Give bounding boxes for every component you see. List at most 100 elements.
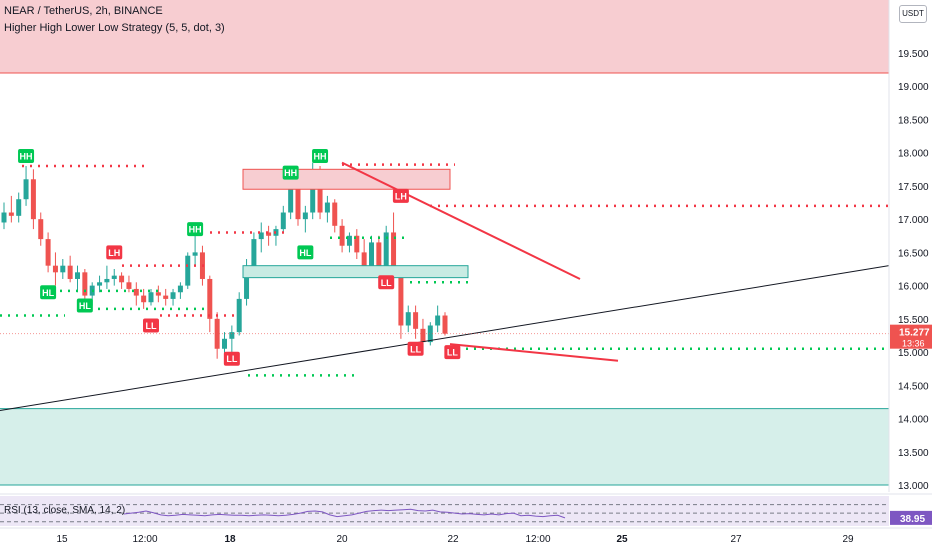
pivot-label: HH [284,168,297,178]
x-tick-label: 12:00 [132,534,157,545]
pivot-label: LL [146,321,157,331]
y-tick-label: 17.500 [898,182,929,193]
candle-body [280,212,286,230]
candle-body [23,179,29,200]
rising-trendline [0,265,890,412]
candle-body [391,232,397,273]
candle-body [207,278,213,319]
candle-body [288,185,294,213]
x-tick-label: 25 [616,534,628,545]
candle-body [60,265,66,273]
candle-body [369,242,374,266]
y-tick-label: 13.500 [898,448,929,459]
y-tick-label: 18.500 [898,115,929,126]
price-axis-bg [890,0,932,550]
x-tick-label: 20 [336,534,348,545]
candle-body [111,275,117,279]
x-tick-label: 12:00 [525,534,550,545]
price-tag-countdown: 13:36 [902,339,925,349]
candle-body [413,312,419,329]
candle-body [302,212,308,220]
candle-body [75,272,80,279]
candle-body [236,298,242,333]
y-tick-label: 16.000 [898,282,929,293]
pivot-label-box [444,345,461,360]
pivot-label-box [407,341,424,356]
candle-body [442,315,448,334]
candle-body [1,212,7,223]
rsi-value-box [890,510,932,525]
pivot-label: LH [108,248,120,258]
y-tick-label: 14.500 [898,381,929,392]
candle-body [405,312,411,326]
candle-body [133,288,139,296]
y-tick-label: 15.500 [898,315,929,326]
y-tick-label: 18.000 [898,149,929,160]
candle-body [324,202,330,213]
pivot-label-box [187,222,204,237]
candle-body [244,265,250,299]
pivot-label-box [106,245,123,260]
candle-body [177,285,183,293]
pivot-label-box [392,188,409,203]
candle-body [67,265,73,279]
y-tick-label: 19.000 [898,82,929,93]
candle-body [398,272,404,326]
candle-body [155,292,161,296]
candle-body [82,272,88,296]
candle-body [229,332,235,339]
pivot-label: LL [226,354,237,364]
rsi-line [123,508,566,519]
pivot-label-box [378,275,395,290]
pivot-label: LL [447,348,458,358]
candle-body [119,275,125,283]
candle-body [214,318,220,349]
x-tick-label: 15 [56,534,68,545]
pivot-label: LH [395,191,407,201]
candle-body [346,235,352,246]
candle-body [163,295,169,299]
candle-body [339,225,345,246]
pivot-label-box [282,165,299,180]
rsi-value: 38.95 [900,514,925,525]
pivot-label-box [18,149,35,164]
y-tick-label: 14.000 [898,415,929,426]
candle-body [383,232,389,273]
pivot-label-box [297,245,314,260]
resistance-zone [0,0,889,73]
candle-body [266,232,272,236]
symbol-title[interactable]: NEAR / TetherUS, 2h, BINANCE [4,5,163,17]
x-tick-label: 29 [842,534,854,545]
y-tick-label: 15.000 [898,348,929,359]
currency-button[interactable]: USDT [899,5,927,23]
x-tick-label: 27 [730,534,742,545]
pivot-label: LL [381,278,392,288]
falling-trendline [341,161,581,280]
supply-box [242,168,451,190]
candle-body [148,292,154,303]
lower-channel-line [449,343,619,362]
candle-body [104,278,110,283]
pivot-label: HL [79,301,91,311]
candle-body [16,199,22,216]
rsi-legend[interactable]: RSI (13, close, SMA, 14, 2) [4,505,126,516]
candle-body [354,235,360,253]
pivot-label-box [76,298,93,313]
candle-body [126,282,132,289]
candle-body [45,239,51,266]
y-tick-label: 13.000 [898,481,929,492]
candle-body [376,242,382,273]
candle-body [38,219,44,240]
strategy-legend[interactable]: Higher High Lower Low Strategy (5, 5, do… [4,22,225,34]
pivot-label: HH [314,152,327,162]
demand-box [242,265,469,279]
candle-body [258,232,264,240]
pivot-label-box [312,149,329,164]
candle-body [295,185,301,220]
pivot-label: HH [189,225,202,235]
candle-body [52,265,58,273]
candle-body [30,179,36,220]
pivot-label: HH [20,152,33,162]
